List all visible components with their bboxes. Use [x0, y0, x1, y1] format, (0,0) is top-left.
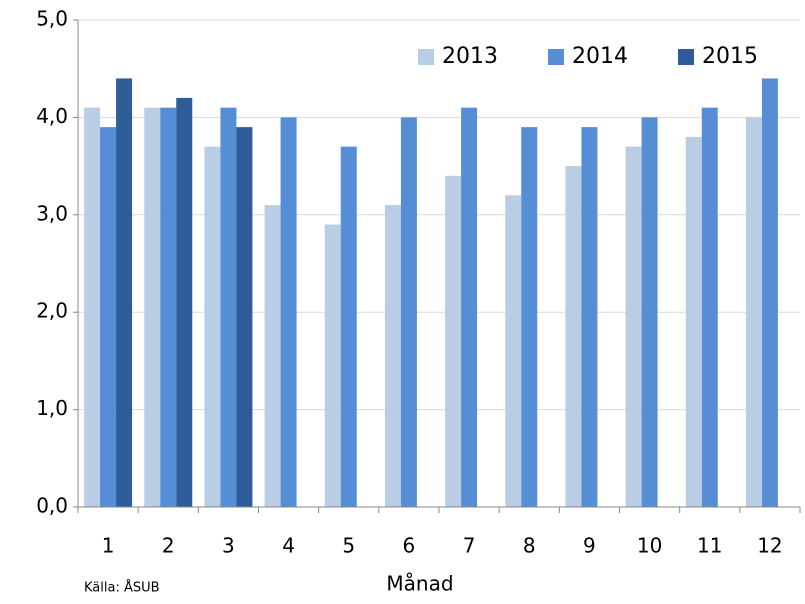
legend-label: 2014 — [572, 44, 628, 69]
bar — [745, 117, 762, 508]
bar — [264, 205, 281, 507]
legend-label: 2013 — [442, 44, 498, 69]
bar — [565, 166, 582, 507]
legend-label: 2015 — [702, 44, 758, 69]
y-tick-label: 0,0 — [36, 494, 68, 518]
bar — [100, 127, 117, 507]
bar — [625, 146, 642, 507]
x-tick-label: 12 — [757, 534, 782, 558]
bar — [461, 107, 478, 507]
x-tick-label: 5 — [342, 534, 355, 558]
bar — [400, 117, 417, 508]
x-tick-label: 6 — [403, 534, 416, 558]
x-tick-label: 8 — [523, 534, 536, 558]
bar — [445, 175, 462, 507]
bar — [84, 107, 101, 507]
y-tick-label: 5,0 — [36, 7, 68, 31]
bar — [204, 146, 221, 507]
source-note: Källa: ÅSUB — [84, 580, 160, 596]
bar — [340, 146, 357, 507]
bar — [236, 127, 253, 507]
x-tick-label: 11 — [697, 534, 722, 558]
bar — [521, 127, 538, 507]
x-tick-label: 4 — [282, 534, 295, 558]
x-tick-label: 7 — [463, 534, 476, 558]
x-axis-label: Månad — [386, 572, 453, 596]
y-tick-label: 4,0 — [36, 104, 68, 128]
bar — [581, 127, 598, 507]
bar — [324, 224, 341, 508]
bar — [761, 78, 778, 507]
bar — [641, 117, 658, 508]
bar — [505, 195, 522, 507]
bar — [176, 97, 193, 508]
bar — [144, 107, 161, 507]
y-tick-label: 2,0 — [36, 299, 68, 323]
bar — [220, 107, 237, 507]
legend-swatch — [418, 49, 434, 65]
legend-swatch — [548, 49, 564, 65]
x-tick-label: 1 — [102, 534, 115, 558]
bar — [384, 205, 401, 507]
x-tick-label: 10 — [637, 534, 662, 558]
legend-swatch — [678, 49, 694, 65]
x-tick-label: 2 — [162, 534, 175, 558]
bar — [116, 78, 133, 507]
x-tick-label: 9 — [583, 534, 596, 558]
bar — [701, 107, 718, 507]
y-tick-label: 3,0 — [36, 201, 68, 225]
bar — [160, 107, 177, 507]
bar — [685, 136, 702, 507]
x-tick-label: 3 — [222, 534, 235, 558]
y-tick-label: 1,0 — [36, 396, 68, 420]
bar — [280, 117, 297, 508]
